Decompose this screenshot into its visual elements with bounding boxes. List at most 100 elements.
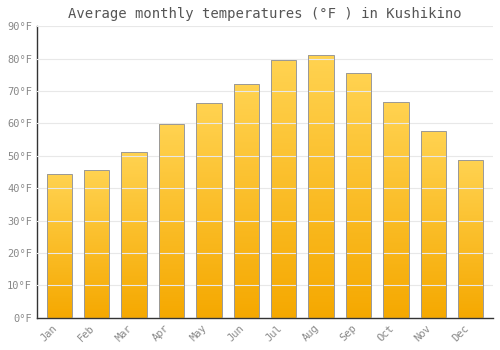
- Bar: [196, 299, 222, 300]
- Bar: [271, 304, 296, 305]
- Bar: [308, 204, 334, 205]
- Bar: [158, 280, 184, 281]
- Bar: [158, 266, 184, 267]
- Bar: [383, 188, 408, 189]
- Bar: [122, 288, 147, 289]
- Bar: [420, 165, 446, 166]
- Bar: [196, 294, 222, 295]
- Bar: [458, 281, 483, 282]
- Bar: [346, 261, 371, 263]
- Bar: [458, 166, 483, 167]
- Bar: [420, 176, 446, 177]
- Bar: [234, 274, 259, 276]
- Bar: [458, 199, 483, 200]
- Bar: [458, 256, 483, 257]
- Bar: [308, 179, 334, 180]
- Bar: [271, 314, 296, 315]
- Bar: [383, 180, 408, 181]
- Bar: [196, 244, 222, 245]
- Bar: [234, 210, 259, 211]
- Bar: [234, 238, 259, 239]
- Bar: [84, 209, 110, 210]
- Bar: [122, 201, 147, 202]
- Bar: [271, 194, 296, 196]
- Bar: [158, 224, 184, 225]
- Bar: [196, 124, 222, 125]
- Bar: [346, 286, 371, 287]
- Bar: [271, 189, 296, 190]
- Bar: [458, 200, 483, 201]
- Bar: [122, 200, 147, 201]
- Bar: [383, 220, 408, 221]
- Bar: [196, 179, 222, 180]
- Bar: [158, 133, 184, 134]
- Bar: [458, 247, 483, 248]
- Bar: [308, 279, 334, 280]
- Bar: [234, 252, 259, 253]
- Bar: [420, 191, 446, 192]
- Bar: [308, 306, 334, 307]
- Bar: [196, 240, 222, 241]
- Bar: [84, 268, 110, 269]
- Bar: [346, 196, 371, 198]
- Bar: [46, 296, 72, 297]
- Bar: [196, 191, 222, 192]
- Bar: [420, 214, 446, 215]
- Bar: [458, 258, 483, 259]
- Bar: [383, 131, 408, 132]
- Bar: [458, 314, 483, 315]
- Bar: [46, 280, 72, 281]
- Bar: [196, 210, 222, 211]
- Bar: [196, 202, 222, 203]
- Bar: [84, 290, 110, 291]
- Bar: [84, 317, 110, 318]
- Bar: [234, 98, 259, 99]
- Bar: [84, 310, 110, 311]
- Bar: [158, 211, 184, 212]
- Bar: [46, 247, 72, 248]
- Bar: [383, 120, 408, 121]
- Bar: [234, 204, 259, 205]
- Bar: [196, 144, 222, 145]
- Bar: [458, 244, 483, 245]
- Bar: [383, 132, 408, 133]
- Bar: [46, 251, 72, 252]
- Bar: [346, 187, 371, 188]
- Bar: [234, 91, 259, 92]
- Bar: [196, 180, 222, 181]
- Bar: [308, 229, 334, 230]
- Bar: [234, 112, 259, 113]
- Bar: [383, 147, 408, 148]
- Bar: [122, 275, 147, 276]
- Bar: [383, 187, 408, 188]
- Bar: [346, 298, 371, 300]
- Bar: [308, 82, 334, 83]
- Bar: [234, 304, 259, 305]
- Bar: [234, 272, 259, 273]
- Bar: [308, 62, 334, 63]
- Bar: [308, 97, 334, 99]
- Bar: [46, 246, 72, 247]
- Bar: [158, 190, 184, 191]
- Bar: [84, 281, 110, 282]
- Bar: [308, 107, 334, 108]
- Bar: [420, 166, 446, 167]
- Bar: [46, 293, 72, 294]
- Bar: [122, 219, 147, 220]
- Bar: [196, 247, 222, 248]
- Bar: [458, 295, 483, 296]
- Bar: [383, 262, 408, 263]
- Bar: [122, 240, 147, 241]
- Bar: [458, 302, 483, 303]
- Bar: [84, 227, 110, 228]
- Bar: [458, 204, 483, 205]
- Bar: [122, 197, 147, 198]
- Bar: [196, 264, 222, 265]
- Bar: [122, 301, 147, 302]
- Bar: [383, 213, 408, 214]
- Bar: [308, 93, 334, 95]
- Bar: [346, 147, 371, 149]
- Bar: [271, 87, 296, 89]
- Bar: [46, 189, 72, 190]
- Bar: [46, 179, 72, 180]
